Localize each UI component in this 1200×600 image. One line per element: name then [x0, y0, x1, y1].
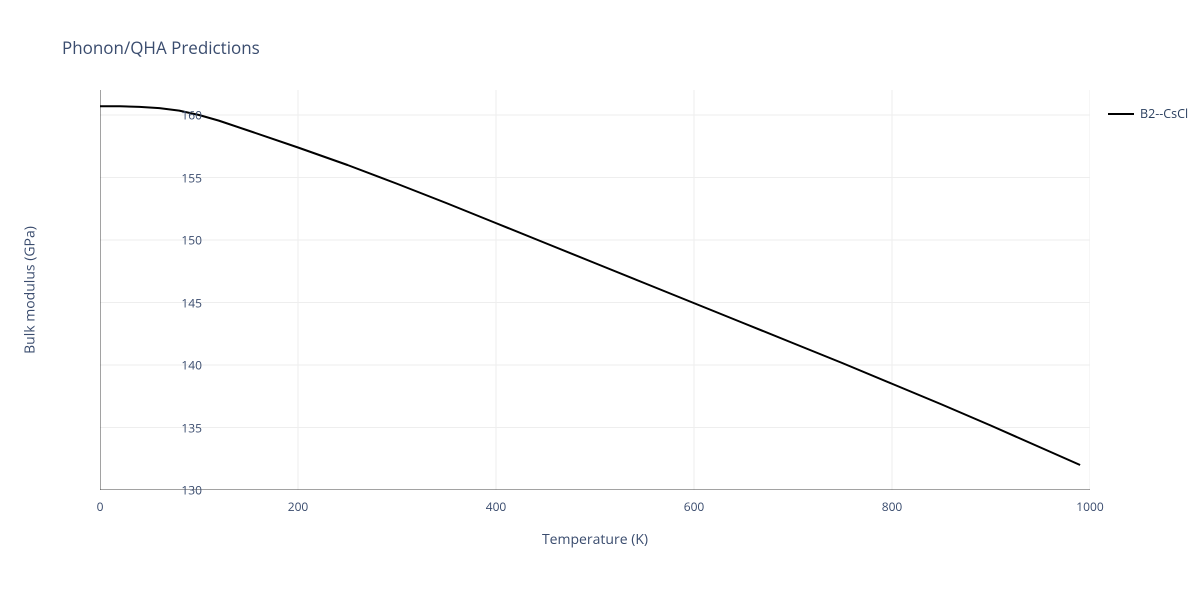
y-axis-label: Bulk modulus (GPa)	[21, 226, 40, 354]
y-tick-label: 150	[162, 232, 202, 249]
legend-swatch	[1108, 113, 1134, 115]
x-axis-label: Temperature (K)	[542, 530, 648, 549]
x-tick-label: 400	[486, 498, 507, 515]
x-tick-label: 200	[288, 498, 309, 515]
chart-container: Phonon/QHA Predictions Bulk modulus (GPa…	[0, 0, 1200, 600]
x-tick-label: 1000	[1076, 498, 1103, 515]
y-tick-label: 155	[162, 169, 202, 186]
y-tick-label: 135	[162, 419, 202, 436]
x-tick-label: 600	[684, 498, 705, 515]
legend[interactable]: B2--CsCl	[1108, 105, 1188, 122]
series-line[interactable]	[100, 106, 1080, 465]
y-tick-label: 140	[162, 357, 202, 374]
y-tick-label: 160	[162, 107, 202, 124]
plot-area[interactable]	[100, 90, 1090, 490]
legend-label: B2--CsCl	[1140, 105, 1188, 122]
chart-title: Phonon/QHA Predictions	[62, 36, 260, 59]
y-tick-label: 145	[162, 294, 202, 311]
y-tick-label: 130	[162, 482, 202, 499]
x-tick-label: 800	[882, 498, 903, 515]
x-tick-label: 0	[97, 498, 104, 515]
